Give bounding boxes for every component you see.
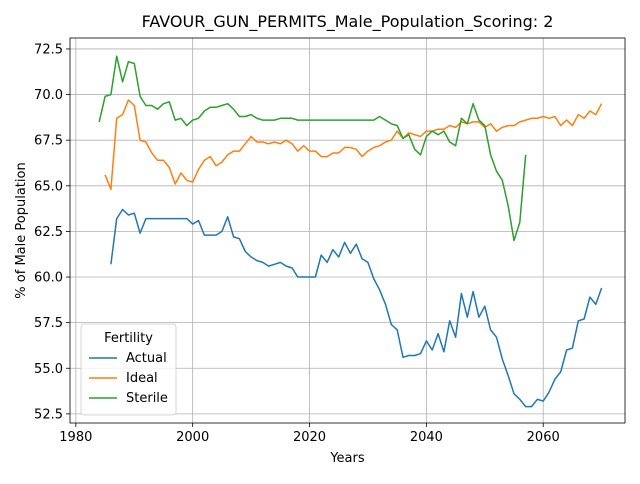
x-tick-label: 2060 [527, 430, 560, 445]
series-line-sterile [98, 55, 527, 242]
y-tick-label: 60.0 [34, 271, 63, 286]
y-tick-label: 65.0 [34, 179, 63, 194]
legend: Fertility Actual Ideal Sterile [80, 323, 177, 416]
y-tick-label: 67.5 [34, 134, 63, 149]
x-axis-label: Years [329, 451, 365, 466]
x-tick-label: 2000 [176, 430, 209, 445]
plot-area-frame [69, 37, 626, 424]
grid-lines [70, 38, 625, 423]
legend-label-actual: Actual [126, 351, 167, 366]
x-tick-label: 2040 [410, 430, 443, 445]
series-line-actual [110, 208, 603, 408]
chart-title: FAVOUR_GUN_PERMITS_Male_Population_Scori… [142, 12, 554, 32]
y-tick-label: 62.5 [34, 225, 63, 240]
x-axis: 1980 2000 2020 2040 2060 [59, 423, 560, 445]
legend-label-sterile: Sterile [126, 391, 168, 406]
y-tick-label: 57.5 [34, 316, 63, 331]
legend-label-ideal: Ideal [126, 371, 158, 386]
y-axis: 52.5 55.0 57.5 60.0 62.5 65.0 67.5 70.0 72.5 [34, 42, 70, 422]
series-line-ideal [104, 99, 603, 191]
x-tick-label: 1980 [59, 430, 92, 445]
y-tick-label: 52.5 [34, 407, 63, 422]
series-lines [98, 55, 603, 408]
y-axis-label: % of Male Population [14, 162, 29, 298]
y-tick-label: 72.5 [34, 42, 63, 57]
legend-title: Fertility [104, 331, 153, 346]
y-tick-label: 55.0 [34, 362, 63, 377]
y-tick-label: 70.0 [34, 88, 63, 103]
legend-box [80, 323, 177, 416]
x-tick-label: 2020 [293, 430, 326, 445]
